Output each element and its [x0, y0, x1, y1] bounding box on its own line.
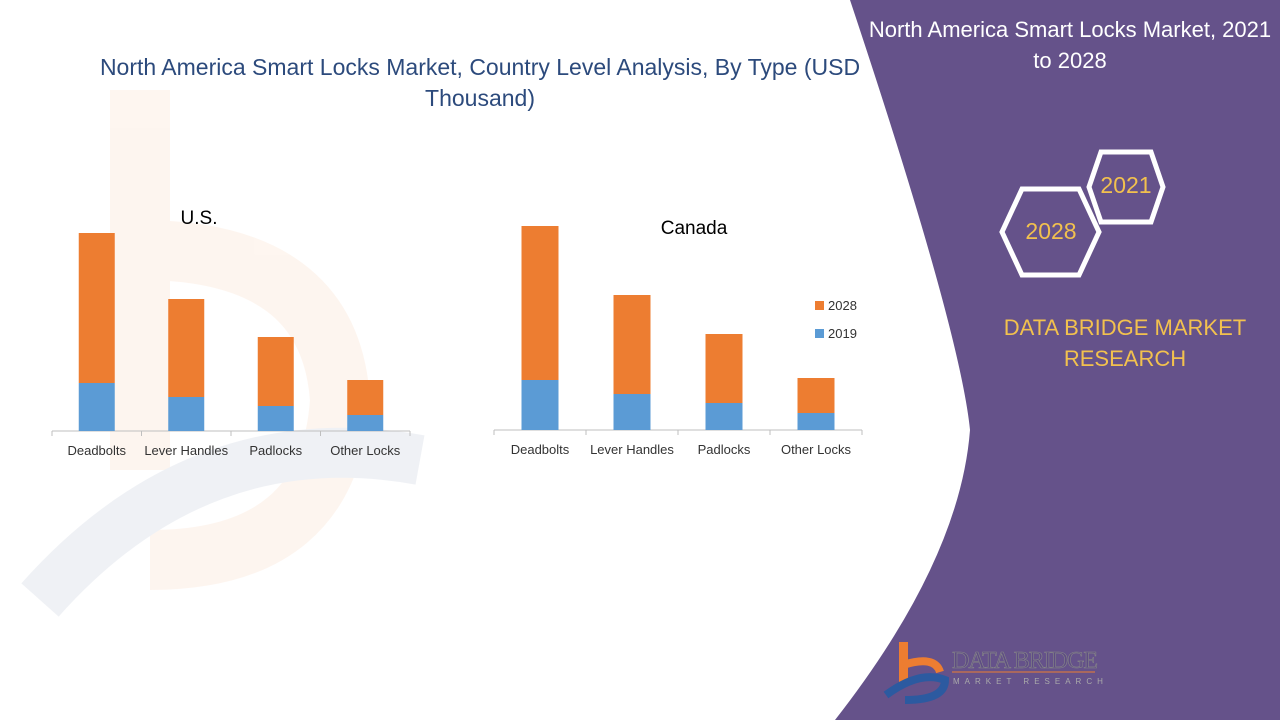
bar-us-2019-other-locks: [347, 415, 384, 431]
bar-canada-2028-lever-handles: [613, 295, 651, 394]
logo-text: DATA BRIDGE: [952, 648, 1099, 675]
bar-us-2028-padlocks: [257, 337, 294, 406]
x-tick-label: Padlocks: [698, 442, 751, 457]
hex-year-2021: 2021: [1100, 172, 1152, 198]
legend-swatch-2028: [815, 301, 824, 310]
legend-swatch-2019: [815, 329, 824, 338]
chart-title-canada: Canada: [661, 218, 728, 239]
legend-label-2028: 2028: [828, 298, 857, 313]
bar-canada-2028-other-locks: [797, 378, 835, 413]
bar-us-2019-lever-handles: [168, 397, 205, 431]
bar-canada-2028-deadbolts: [521, 226, 559, 380]
x-tick-label: Deadbolts: [511, 442, 570, 457]
bar-us-2028-lever-handles: [168, 299, 205, 397]
page-title: North America Smart Locks Market, Countr…: [99, 54, 861, 111]
bar-us-2019-padlocks: [257, 406, 294, 431]
bar-canada-2019-other-locks: [797, 413, 835, 430]
bar-canada-2019-deadbolts: [521, 380, 559, 430]
hexagon-2021: [1086, 149, 1166, 225]
x-tick-label: Padlocks: [249, 443, 302, 458]
logo-icon: [883, 642, 1095, 704]
bar-us-2028-deadbolts: [78, 233, 115, 383]
x-tick-label: Other Locks: [781, 442, 852, 457]
bar-us-2028-other-locks: [347, 380, 384, 415]
x-tick-label: Deadbolts: [67, 443, 126, 458]
x-tick-label: Lever Handles: [590, 442, 674, 457]
x-tick-label: Other Locks: [330, 443, 401, 458]
legend-label-2019: 2019: [828, 326, 857, 341]
bar-us-2019-deadbolts: [78, 383, 115, 431]
bar-canada-2028-padlocks: [705, 334, 743, 403]
logo-subtext: MARKET RESEARCH: [953, 677, 1108, 686]
brand-name: DATA BRIDGE MARKET RESEARCH: [1003, 315, 1247, 371]
x-tick-label: Lever Handles: [144, 443, 228, 458]
purple-panel: [835, 0, 1280, 720]
panel-title: North America Smart Locks Market, 2021 t…: [868, 17, 1272, 73]
bar-canada-2019-padlocks: [705, 403, 743, 430]
hex-year-2028: 2028: [1025, 218, 1077, 244]
chart-title-us: U.S.: [181, 208, 218, 229]
bar-canada-2019-lever-handles: [613, 394, 651, 430]
hexagon-2028: [999, 186, 1102, 278]
watermark: [21, 90, 425, 617]
